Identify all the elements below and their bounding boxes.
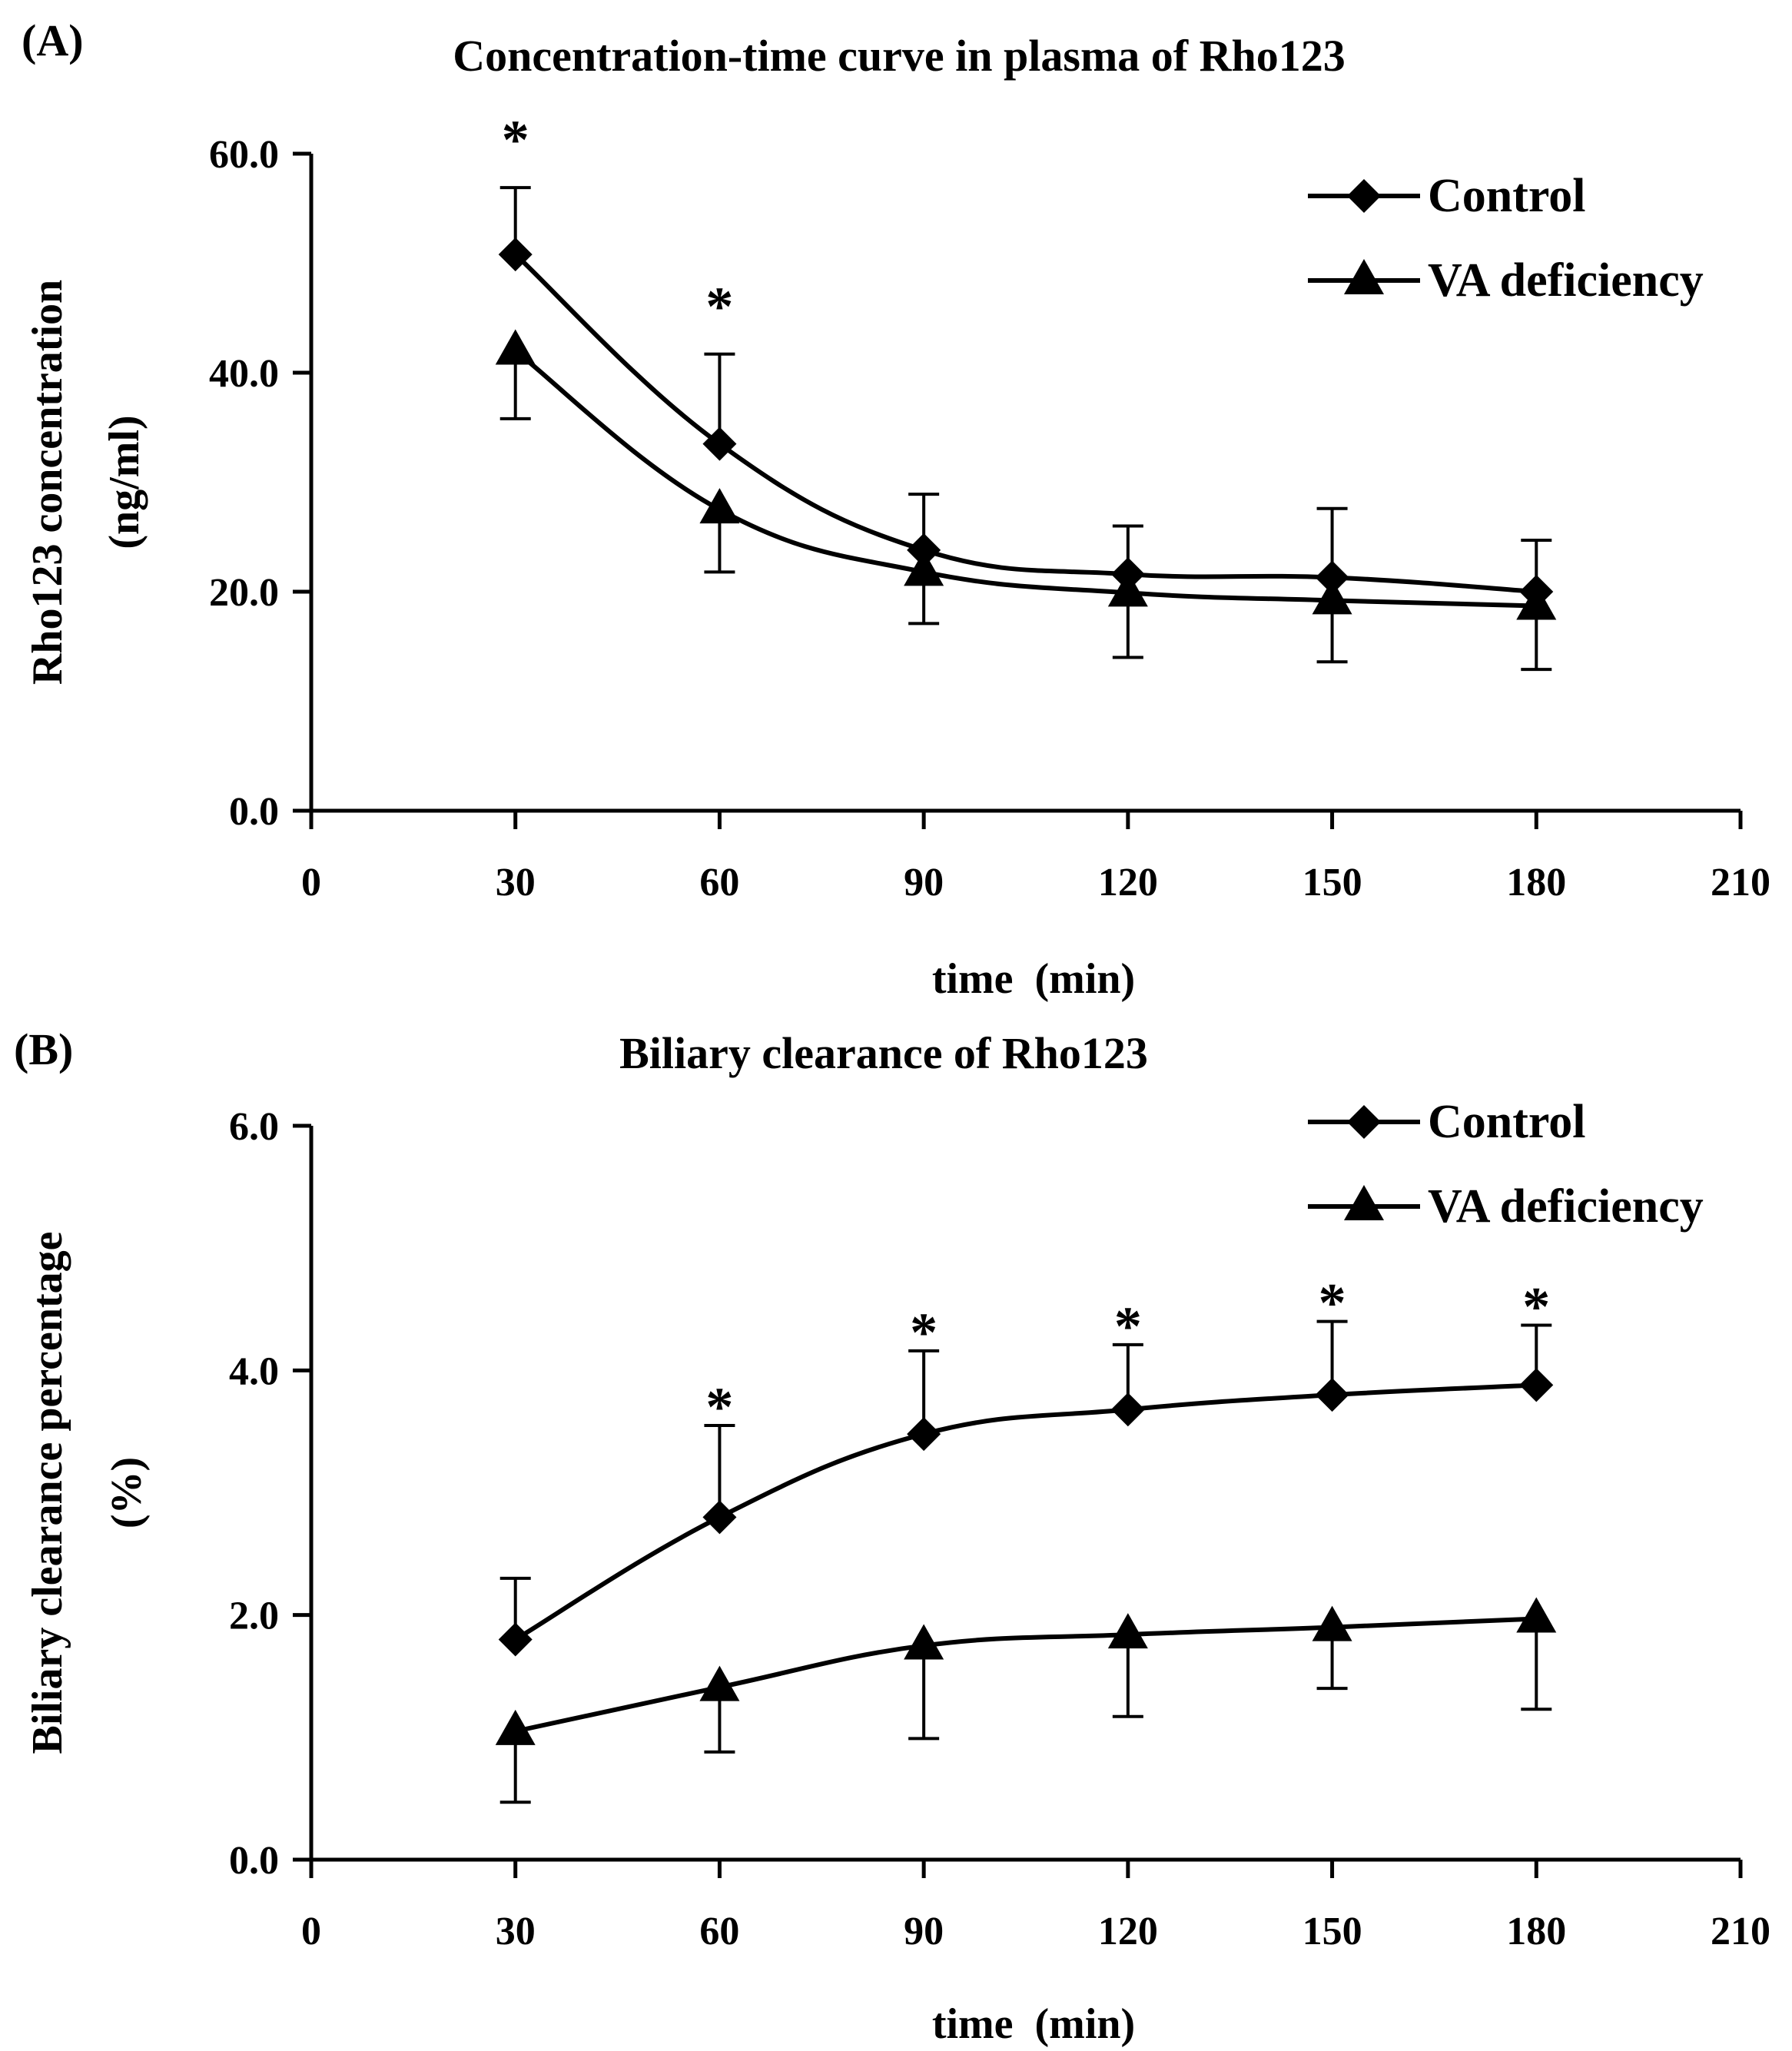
data-point-va-deficiency — [699, 1665, 740, 1701]
data-point-control — [1315, 560, 1349, 595]
legend-label-va-deficiency: VA deficiency — [1428, 254, 1704, 307]
y-axis-unit-label: (%) — [103, 1457, 151, 1528]
x-axis-label: time (min) — [932, 955, 1135, 1003]
x-tick-label: 120 — [1098, 1910, 1158, 1953]
x-tick-label: 150 — [1303, 1910, 1362, 1953]
series-line-control — [514, 1382, 1537, 1642]
x-tick-label: 180 — [1506, 861, 1566, 904]
y-tick-label: 6.0 — [229, 1105, 279, 1149]
x-tick-label: 60 — [699, 861, 739, 904]
data-point-control — [1315, 1378, 1349, 1412]
y-tick-label: 0.0 — [229, 790, 279, 834]
data-point-control — [498, 237, 533, 272]
data-point-control — [1110, 1392, 1145, 1427]
data-point-va-deficiency — [699, 488, 740, 524]
y-tick-label: 4.0 — [229, 1349, 279, 1393]
legend-marker-va-deficiency — [1344, 1185, 1384, 1220]
data-point-va-deficiency — [1312, 579, 1352, 615]
x-tick-label: 150 — [1303, 861, 1362, 904]
chart-title: Biliary clearance of Rho123 — [619, 1028, 1148, 1078]
legend-label-control: Control — [1428, 170, 1586, 222]
x-tick-label: 90 — [904, 1910, 944, 1953]
significance-star: * — [705, 276, 733, 337]
data-point-va-deficiency — [1312, 1605, 1352, 1641]
y-axis-label: Rho123 concentration — [24, 280, 71, 685]
x-tick-label: 210 — [1711, 861, 1770, 904]
series-line-va-deficiency — [515, 1616, 1537, 1734]
chart-title: Concentration-time curve in plasma of Rh… — [453, 31, 1346, 81]
significance-star: * — [705, 1376, 733, 1438]
legend-label-control: Control — [1428, 1096, 1586, 1148]
data-point-va-deficiency — [904, 550, 944, 586]
data-point-control — [702, 1500, 737, 1535]
x-tick-label: 60 — [699, 1910, 739, 1953]
data-point-control — [702, 426, 737, 461]
data-point-control — [498, 1622, 533, 1657]
legend-label-va-deficiency: VA deficiency — [1428, 1180, 1704, 1233]
significance-star: * — [1319, 1273, 1346, 1334]
y-tick-label: 2.0 — [229, 1595, 279, 1638]
significance-star: * — [1114, 1296, 1142, 1357]
legend-marker-control — [1347, 179, 1381, 213]
data-point-control — [907, 1417, 941, 1452]
x-tick-label: 30 — [496, 861, 536, 904]
legend-marker-va-deficiency — [1344, 259, 1384, 294]
data-point-control — [1519, 1368, 1554, 1402]
x-tick-label: 90 — [904, 861, 944, 904]
data-point-va-deficiency — [1107, 571, 1148, 607]
data-point-control — [907, 533, 941, 567]
significance-star: * — [1522, 1276, 1550, 1337]
series-line-control — [513, 252, 1537, 594]
significance-star: * — [910, 1302, 937, 1363]
data-point-va-deficiency — [1516, 1597, 1557, 1633]
y-axis-label: Biliary clearance percentage — [24, 1231, 71, 1754]
y-tick-label: 60.0 — [209, 133, 279, 177]
y-tick-label: 40.0 — [209, 352, 279, 396]
x-tick-label: 0 — [301, 1910, 321, 1953]
panel-letter: (A) — [22, 15, 84, 65]
data-point-va-deficiency — [495, 1709, 536, 1745]
panel-letter: (B) — [14, 1024, 73, 1074]
x-tick-label: 120 — [1098, 861, 1158, 904]
data-point-va-deficiency — [1107, 1613, 1148, 1649]
chart-panel-b: (B) Biliary clearance of Rho123 0.0 2.0 4.0 6… — [14, 1024, 1770, 2048]
x-axis-label: time (min) — [932, 2000, 1135, 2048]
y-tick-label: 0.0 — [229, 1839, 279, 1883]
legend-marker-control — [1347, 1105, 1381, 1139]
y-axis-unit-label: (ng/ml) — [101, 415, 148, 549]
data-point-va-deficiency — [904, 1624, 944, 1660]
x-tick-label: 180 — [1506, 1910, 1566, 1953]
series-line-va-deficiency — [513, 349, 1537, 609]
x-tick-label: 0 — [301, 861, 321, 904]
y-tick-label: 20.0 — [209, 571, 279, 615]
significance-star: * — [502, 109, 529, 171]
data-point-va-deficiency — [1516, 584, 1557, 620]
data-point-va-deficiency — [495, 329, 536, 365]
x-tick-label: 30 — [496, 1910, 536, 1953]
chart-panel-a: (A) Concentration-time curve in plasma of… — [22, 15, 1770, 1003]
x-tick-label: 210 — [1711, 1910, 1770, 1953]
